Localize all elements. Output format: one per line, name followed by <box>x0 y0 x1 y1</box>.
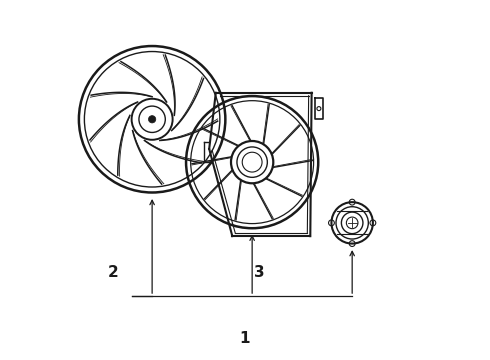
Circle shape <box>148 116 156 123</box>
Text: 3: 3 <box>254 265 265 280</box>
Text: 2: 2 <box>107 265 118 280</box>
Text: 1: 1 <box>240 332 250 346</box>
